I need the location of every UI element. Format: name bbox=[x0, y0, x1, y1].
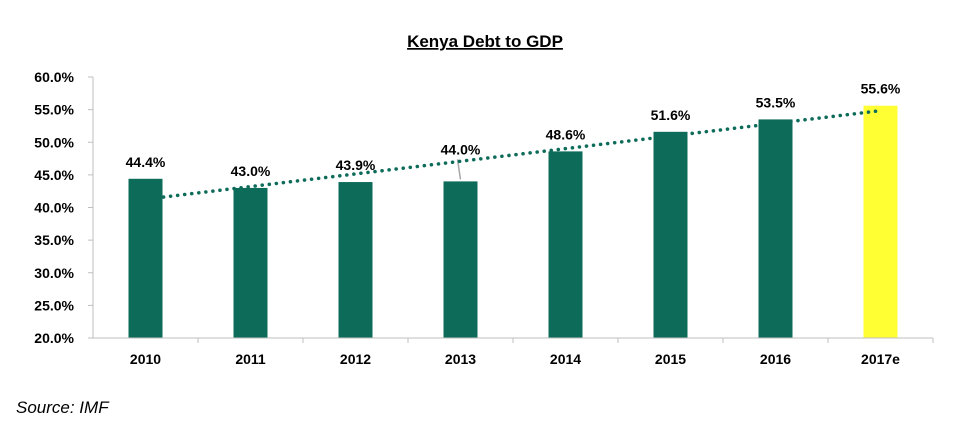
x-tick-label: 2011 bbox=[235, 351, 266, 367]
y-tick-label: 45.0% bbox=[34, 167, 74, 183]
x-axis: 2010 2011 2012 2013 2014 2015 2016 2017e bbox=[93, 337, 934, 367]
trendline bbox=[161, 109, 881, 199]
data-label: 48.6% bbox=[546, 126, 586, 142]
data-label: 43.0% bbox=[231, 163, 271, 179]
y-tick-label: 35.0% bbox=[34, 232, 74, 248]
x-tick-label: 2016 bbox=[760, 351, 791, 367]
source-note: Source: IMF bbox=[16, 398, 109, 417]
bar bbox=[128, 178, 163, 338]
y-tick-label: 55.0% bbox=[34, 102, 74, 118]
bar bbox=[338, 182, 373, 338]
y-tick-label: 30.0% bbox=[34, 265, 74, 281]
bars bbox=[128, 105, 898, 339]
bar bbox=[233, 187, 268, 338]
data-label: 44.4% bbox=[126, 154, 166, 170]
data-label: 53.5% bbox=[756, 94, 796, 110]
data-label-leader-line bbox=[456, 159, 462, 180]
y-tick-label: 20.0% bbox=[34, 330, 74, 346]
data-label: 55.6% bbox=[861, 81, 901, 97]
x-tick-label: 2012 bbox=[340, 351, 371, 367]
bar bbox=[758, 119, 793, 338]
bar bbox=[548, 151, 583, 338]
y-tick-label: 40.0% bbox=[34, 200, 74, 216]
x-tick-label: 2013 bbox=[445, 351, 476, 367]
data-label: 43.9% bbox=[336, 157, 376, 173]
data-label: 51.6% bbox=[651, 107, 691, 123]
x-tick-label: 2017e bbox=[861, 351, 900, 367]
data-labels: 44.4% 43.0% 43.9% 44.0% 48.6% 51.6% 53.5% 55.6% bbox=[126, 81, 901, 180]
x-tick-label: 2015 bbox=[655, 351, 686, 367]
y-tick-label: 25.0% bbox=[34, 297, 74, 313]
y-tick-label: 50.0% bbox=[34, 134, 74, 150]
bar bbox=[653, 131, 688, 338]
x-tick-label: 2014 bbox=[550, 351, 581, 367]
bar bbox=[443, 181, 478, 338]
bar bbox=[863, 105, 898, 339]
data-label: 44.0% bbox=[441, 141, 481, 157]
x-tick-label: 2010 bbox=[130, 351, 161, 367]
chart-title: Kenya Debt to GDP bbox=[407, 32, 563, 51]
y-tick-label: 60.0% bbox=[34, 69, 74, 85]
y-axis: 20.0% 25.0% 30.0% 35.0% 40.0% 45.0% 50.0% 55.0%… bbox=[34, 69, 94, 346]
trendline-path bbox=[161, 109, 881, 199]
